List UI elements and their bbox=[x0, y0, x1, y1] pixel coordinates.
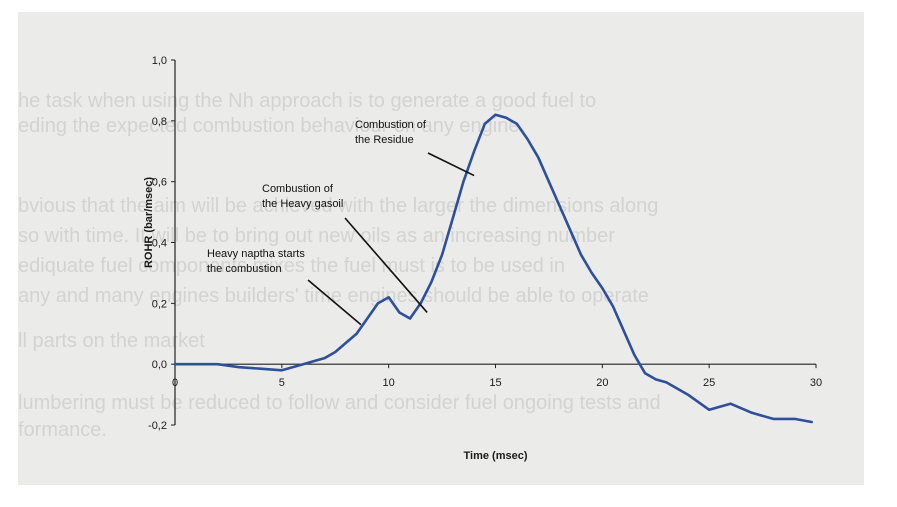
y-tick-label: -0,2 bbox=[148, 420, 167, 432]
annotation-label: Combustion of bbox=[262, 183, 334, 195]
annotation-arrow bbox=[427, 152, 475, 177]
y-tick-label: 0,6 bbox=[152, 177, 167, 189]
x-tick-label: 15 bbox=[489, 377, 501, 389]
annotation-label: the combustion bbox=[207, 263, 282, 275]
x-tick-label: 5 bbox=[279, 377, 285, 389]
x-tick-label: 20 bbox=[596, 377, 608, 389]
x-tick-label: 30 bbox=[810, 377, 822, 389]
annotation-arrow bbox=[307, 279, 362, 326]
rohr-series-line bbox=[173, 113, 814, 424]
y-tick-label: 0,0 bbox=[152, 359, 167, 371]
y-tick-label: 0,2 bbox=[152, 298, 167, 310]
annotation-label: Heavy naptha starts bbox=[207, 248, 305, 260]
x-axis-title: Time (msec) bbox=[464, 450, 528, 462]
x-tick-label: 0 bbox=[172, 377, 178, 389]
x-tick-label: 10 bbox=[383, 377, 395, 389]
y-tick-label: 0,4 bbox=[152, 238, 167, 250]
annotation-label: the Heavy gasoil bbox=[262, 198, 343, 210]
y-tick-label: 0,8 bbox=[152, 116, 167, 128]
annotation-label: the Residue bbox=[355, 134, 414, 146]
y-axis-title: ROHR (bar/msec) bbox=[143, 177, 155, 268]
x-tick-label: 25 bbox=[703, 377, 715, 389]
annotation-label: Combustion of bbox=[355, 119, 427, 131]
y-tick-label: 1,0 bbox=[152, 55, 167, 67]
annotation-arrow bbox=[344, 217, 428, 313]
